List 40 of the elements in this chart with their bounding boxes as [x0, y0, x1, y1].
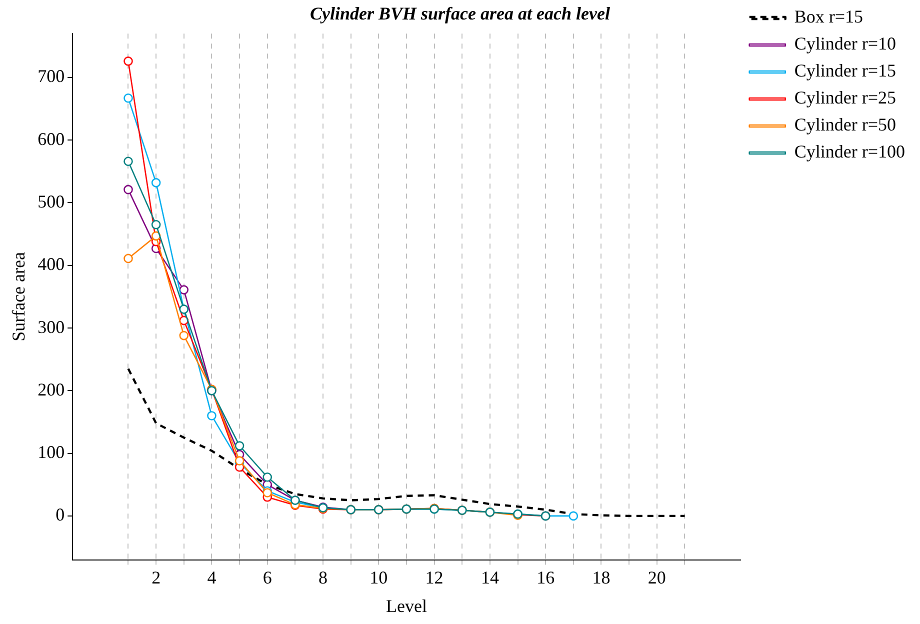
- legend-label: Cylinder r=10: [794, 34, 896, 54]
- point: [207, 411, 216, 420]
- y-axis-title: Surface area: [8, 252, 29, 342]
- point: [124, 56, 133, 66]
- x-tick-label: 16: [536, 567, 555, 588]
- y-tick-label: 300: [38, 316, 65, 337]
- chart-title: Cylinder BVH surface area at each level: [310, 3, 610, 24]
- legend-label: Cylinder r=15: [794, 60, 896, 81]
- point: [124, 254, 133, 264]
- point: [151, 220, 161, 230]
- point: [124, 156, 133, 166]
- y-tick-label: 400: [38, 254, 65, 274]
- x-tick-label: 14: [480, 567, 499, 588]
- point: [234, 441, 244, 450]
- x-tick-label: 2: [152, 567, 161, 588]
- point: [179, 330, 189, 340]
- point: [568, 511, 578, 521]
- point: [151, 178, 161, 188]
- x-tick-label: 18: [592, 567, 610, 588]
- legend-label: Cylinder r=25: [794, 88, 896, 108]
- x-tick-label: 10: [370, 567, 388, 588]
- legend-label: Cylinder r=100: [794, 142, 906, 162]
- x-tick-label: 4: [207, 567, 216, 588]
- y-tick-label: 100: [38, 442, 65, 462]
- legend-label: Cylinder r=50: [794, 114, 896, 135]
- y-tick-label: 700: [38, 66, 65, 86]
- point: [179, 285, 189, 294]
- y-tick-label: 600: [38, 128, 65, 149]
- point: [124, 93, 133, 103]
- y-tick-label: 500: [38, 191, 65, 212]
- point: [124, 184, 133, 194]
- x-tick-label: 20: [648, 567, 666, 588]
- x-tick-label: 6: [262, 567, 272, 588]
- y-tick-label: 0: [56, 504, 65, 525]
- y-tick-label: 200: [38, 379, 65, 400]
- legend-label: Box r=15: [794, 6, 864, 27]
- x-tick-label: 8: [318, 567, 328, 588]
- point: [262, 472, 272, 482]
- x-axis-title: Level: [386, 596, 427, 616]
- x-tick-label: 12: [425, 567, 444, 588]
